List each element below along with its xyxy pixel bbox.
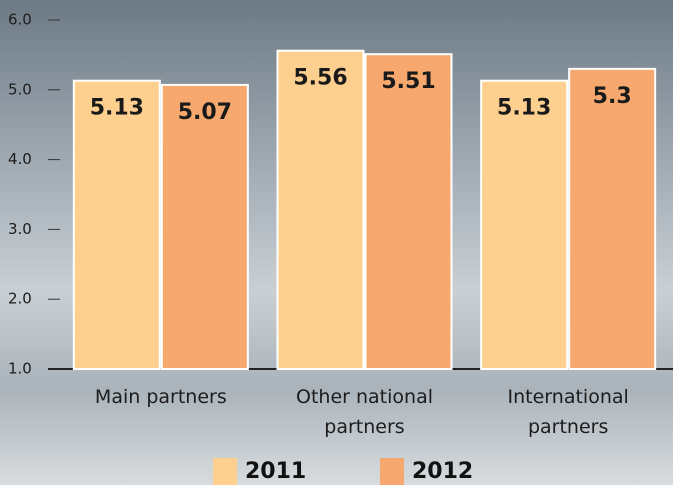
x-tick-label: Main partners [94,386,227,408]
y-tick-label: 3.0 [8,220,32,238]
y-tick-label: 6.0 [8,11,32,29]
legend-swatch [213,458,237,485]
value-label: 5.51 [381,69,435,94]
bar [160,83,249,370]
y-tick-label: 4.0 [8,150,32,168]
legend-label: 2011 [245,459,307,484]
y-tick-label: 5.0 [8,80,32,98]
value-label: 5.3 [593,84,632,109]
bar [364,53,453,371]
value-label: 5.13 [497,96,551,121]
value-label: 5.56 [293,66,347,91]
y-tick-label: 1.0 [8,360,32,378]
bar [276,49,365,370]
x-tick-label: International partners [507,386,629,438]
value-label: 5.07 [178,100,232,125]
x-tick-label: Other national partners [296,386,433,438]
bar [568,67,657,371]
legend-label: 2012 [412,459,474,484]
bar [72,79,161,370]
legend-item: 2012 [380,458,473,485]
legend-item: 2011 [213,458,306,485]
bar [480,79,569,370]
y-tick-label: 2.0 [8,290,32,308]
legend-swatch [380,458,404,485]
value-label: 5.13 [90,96,144,121]
